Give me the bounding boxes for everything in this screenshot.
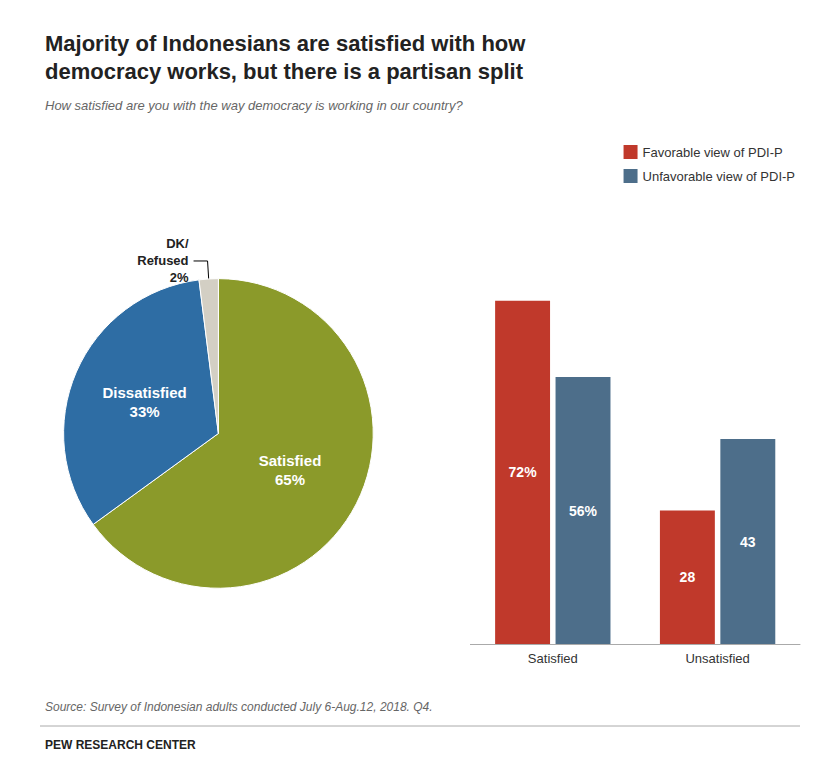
svg-text:Satisfied: Satisfied [528,651,578,666]
svg-text:Dissatisfied: Dissatisfied [103,384,187,401]
svg-text:43: 43 [740,534,756,550]
svg-text:How satisfied are you with the: How satisfied are you with the way democ… [45,98,463,113]
svg-text:Unfavorable view of PDI-P: Unfavorable view of PDI-P [643,169,795,184]
svg-text:28: 28 [680,569,696,585]
svg-text:democracy works, but there is: democracy works, but there is a partisan… [45,59,524,84]
svg-text:Majority of Indonesians are sa: Majority of Indonesians are satisfied wi… [45,31,526,56]
svg-text:72%: 72% [509,464,538,480]
svg-text:56%: 56% [569,503,598,519]
svg-text:Favorable view of PDI-P: Favorable view of PDI-P [643,145,783,160]
svg-text:Source: Survey of Indonesian a: Source: Survey of Indonesian adults cond… [45,700,433,714]
svg-text:2%: 2% [170,270,189,285]
svg-text:65%: 65% [275,471,305,488]
svg-text:33%: 33% [130,403,160,420]
svg-text:Refused: Refused [137,253,188,268]
svg-text:DK/: DK/ [166,236,189,251]
svg-text:Unsatisfied: Unsatisfied [685,651,749,666]
svg-text:PEW RESEARCH CENTER: PEW RESEARCH CENTER [45,738,196,752]
svg-text:Satisfied: Satisfied [259,452,322,469]
